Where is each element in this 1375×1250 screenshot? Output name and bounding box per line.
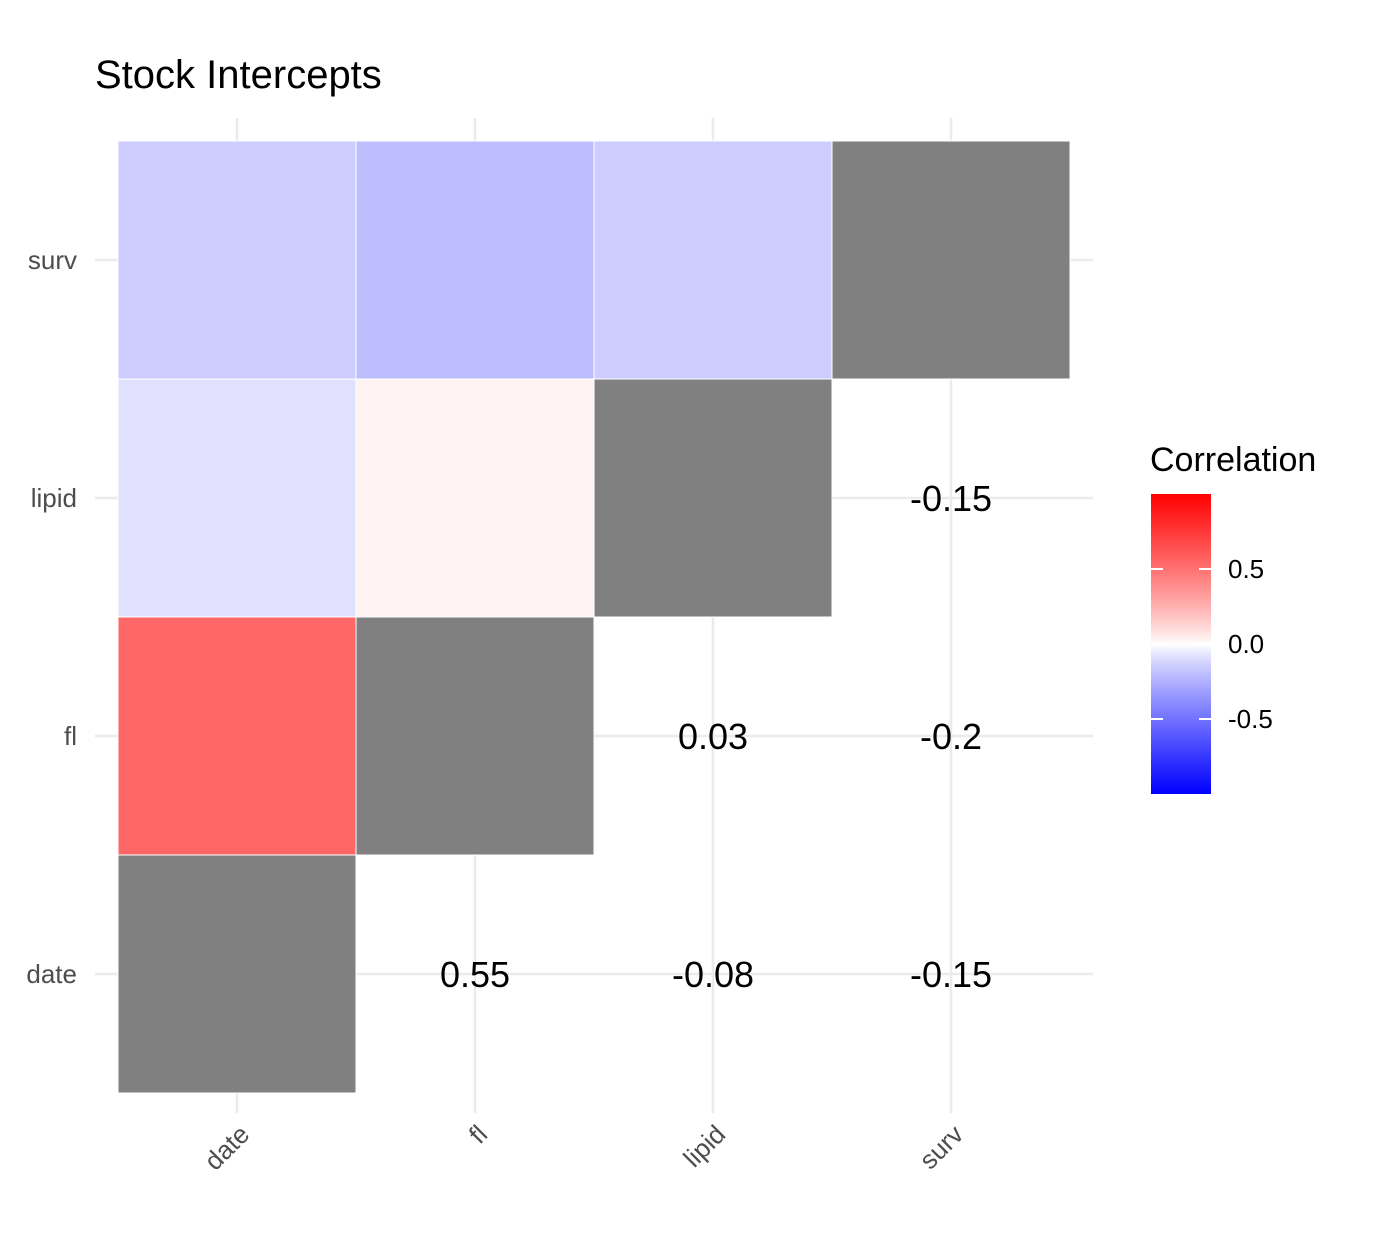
x-tick-label-fl: fl: [463, 1119, 493, 1149]
cell-fl-fl: [355, 616, 595, 856]
cell-label-surv-date: -0.15: [910, 954, 992, 995]
y-tick-label-surv: surv: [28, 245, 77, 275]
cell-date-date: [117, 854, 357, 1094]
x-tick-label-lipid: lipid: [677, 1119, 731, 1173]
x-tick-label-surv: surv: [913, 1119, 969, 1175]
y-tick-label-date: date: [26, 959, 77, 989]
x-tick-label-date: date: [198, 1119, 255, 1176]
cell-fl-surv: [355, 140, 595, 380]
cell-surv-surv: [831, 140, 1071, 380]
x-axis: date fl lipid surv: [198, 1119, 969, 1176]
cell-date-surv: [117, 140, 357, 380]
color-legend: Correlation 0.5 0.0 -0.5: [1150, 441, 1316, 794]
cell-label-surv-fl: -0.2: [920, 716, 982, 757]
legend-tick-label: 0.5: [1228, 554, 1264, 584]
legend-tick-label: 0.0: [1228, 629, 1264, 659]
cell-label-lipid-fl: 0.03: [678, 716, 748, 757]
y-axis: date fl lipid surv: [26, 245, 77, 989]
chart-title: Stock Intercepts: [95, 53, 382, 97]
cell-label-fl-date: 0.55: [440, 954, 510, 995]
legend-tick-label: -0.5: [1228, 704, 1273, 734]
cell-date-lipid: [117, 378, 357, 618]
cell-label-surv-lipid: -0.15: [910, 478, 992, 519]
cell-lipid-surv: [593, 140, 833, 380]
y-tick-label-fl: fl: [64, 721, 77, 751]
cell-label-lipid-date: -0.08: [672, 954, 754, 995]
cell-date-fl: [117, 616, 357, 856]
cell-lipid-lipid: [593, 378, 833, 618]
legend-title: Correlation: [1150, 441, 1316, 479]
heatmap-cells: [117, 140, 1071, 1094]
y-tick-label-lipid: lipid: [31, 483, 77, 513]
cell-value-labels: 0.55 -0.08 -0.15 0.03 -0.2 -0.15: [440, 478, 992, 995]
cell-fl-lipid: [355, 378, 595, 618]
